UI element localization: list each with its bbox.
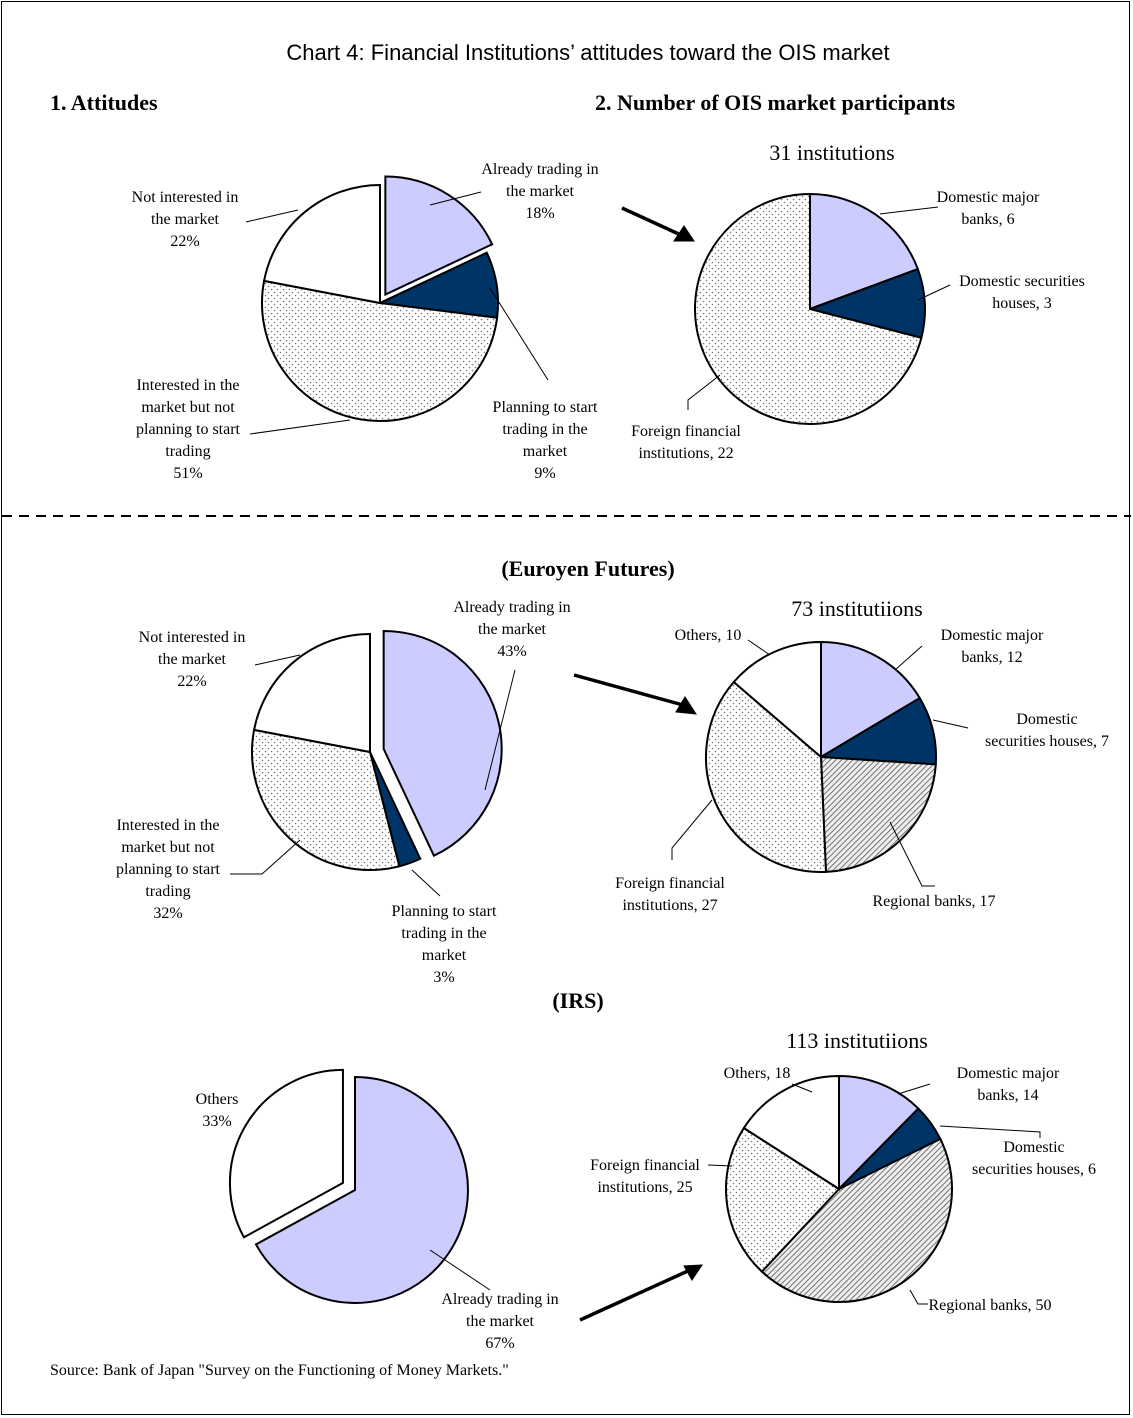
ois-part-leader-securities — [917, 284, 951, 301]
irs-part-label-foreign: Foreign financial institutions, 25 — [590, 1157, 700, 1196]
euroyen-participants-slice-3 — [705, 680, 827, 873]
euro-att-label-interested: Interested in the market but not planning … — [116, 817, 221, 922]
euroyen-attitudes-slice-3 — [252, 632, 371, 754]
arrow-ois-head — [673, 225, 695, 242]
irs-participants-slice-2 — [760, 1137, 954, 1303]
euro-att-label-not-interested: Not interested in the market 22% — [139, 629, 246, 690]
euro-part-leader-others — [747, 639, 771, 656]
euro-att-label-already: Already trading in the market 43% — [453, 599, 570, 660]
euro-part-leader-major — [894, 645, 923, 671]
euro-att-leader-planning — [411, 869, 441, 897]
ois-part-leader-major — [879, 206, 939, 215]
arrow-euroyen-head — [675, 696, 697, 715]
ois-attitudes-slice-0 — [384, 175, 494, 297]
irs-attitudes-slice-1 — [229, 1068, 344, 1239]
euro-part-label-others: Others, 10 — [675, 627, 742, 644]
ois-part-label-securities: Domestic securities houses, 3 — [959, 273, 1085, 312]
ois-att-leader-planning — [489, 287, 549, 381]
arrow-irs-head — [683, 1264, 703, 1281]
source-note: Source: Bank of Japan "Survey on the Fun… — [50, 1362, 509, 1379]
euro-part-label-regional: Regional banks, 17 — [872, 893, 995, 910]
euroyen-participants-title: 73 institutiions — [791, 596, 922, 621]
irs-att-label-already: Already trading in the market 67% — [441, 1291, 558, 1352]
ois-att-leader-already — [429, 191, 482, 206]
ois-attitudes-slice-2 — [261, 279, 499, 422]
euro-att-leader-interested — [230, 839, 301, 875]
irs-subtitle: (IRS) — [552, 988, 603, 1013]
irs-participants-title: 113 institutiions — [786, 1028, 928, 1053]
section-right-title: 2. Number of OIS market participants — [595, 90, 956, 115]
pie-slices — [229, 175, 954, 1304]
euro-part-leader-foreign — [671, 799, 713, 860]
section-left-title: 1. Attitudes — [50, 90, 158, 115]
leader-lines — [230, 191, 1041, 1305]
arrow-irs — [579, 1268, 691, 1322]
irs-part-label-securities: Domestic securities houses, 6 — [972, 1139, 1096, 1178]
ois-participants-slice-0 — [809, 192, 920, 311]
euroyen-subtitle: (Euroyen Futures) — [501, 556, 674, 581]
irs-part-label-others: Others, 18 — [724, 1065, 791, 1082]
ois-attitudes-slice-3 — [262, 183, 381, 305]
arrow-ois — [621, 206, 684, 238]
euroyen-participants-slice-4 — [732, 640, 822, 760]
euro-part-label-securities: Domestic securities houses, 7 — [985, 711, 1109, 750]
euro-part-leader-regional — [889, 821, 935, 887]
ois-att-label-planning: Planning to start trading in the market 9% — [493, 399, 598, 482]
euro-att-leader-already — [484, 669, 516, 791]
euro-att-label-planning: Planning to start trading in the market 3% — [392, 903, 497, 986]
euro-part-label-foreign: Foreign financial institutions, 27 — [615, 875, 725, 914]
euro-part-label-major: Domestic major banks, 12 — [941, 627, 1044, 666]
irs-part-label-major: Domestic major banks, 14 — [957, 1065, 1060, 1104]
irs-participants-slice-3 — [725, 1126, 841, 1274]
ois-att-label-not-interested: Not interested in the market 22% — [132, 189, 239, 250]
irs-part-leader-securities — [939, 1125, 1041, 1138]
arrow-euroyen — [573, 673, 684, 707]
irs-part-label-regional: Regional banks, 50 — [928, 1297, 1051, 1314]
irs-part-leader-foreign — [707, 1164, 733, 1167]
irs-part-leader-regional — [909, 1289, 928, 1305]
irs-attitudes-slice-0 — [254, 1075, 469, 1304]
euro-att-leader-not — [254, 654, 301, 666]
ois-participants-title: 31 institutions — [769, 140, 894, 165]
ois-att-label-interested: Interested in the market but not planning … — [136, 377, 241, 482]
ois-part-label-foreign: Foreign financial institutions, 22 — [631, 423, 741, 462]
arrows — [573, 206, 703, 1322]
irs-participants-slice-0 — [838, 1074, 920, 1192]
irs-att-label-others: Others 33% — [196, 1091, 239, 1130]
ois-att-label-already: Already trading in the market 18% — [481, 161, 598, 222]
irs-participants-slice-4 — [742, 1074, 840, 1191]
ois-participants-slice-2 — [694, 192, 923, 425]
irs-part-leader-major — [897, 1083, 931, 1095]
euro-part-leader-securities — [932, 719, 969, 729]
euroyen-participants-slice-0 — [820, 640, 922, 759]
irs-part-leader-others — [791, 1083, 813, 1093]
euroyen-attitudes-slice-2 — [251, 728, 401, 871]
ois-part-label-major: Domestic major banks, 6 — [937, 189, 1040, 228]
ois-part-leader-foreign — [687, 374, 721, 410]
chart-title: Chart 4: Financial Institutions’ attitud… — [286, 40, 889, 65]
euroyen-attitudes-slice-0 — [382, 629, 503, 858]
ois-att-leader-interested — [249, 419, 351, 435]
pie-labels: Already trading in the market 18% Not inter… — [116, 161, 1109, 1352]
euroyen-participants-slice-2 — [819, 755, 937, 873]
ois-att-leader-not — [245, 209, 299, 223]
irs-att-leader-already — [429, 1249, 491, 1291]
